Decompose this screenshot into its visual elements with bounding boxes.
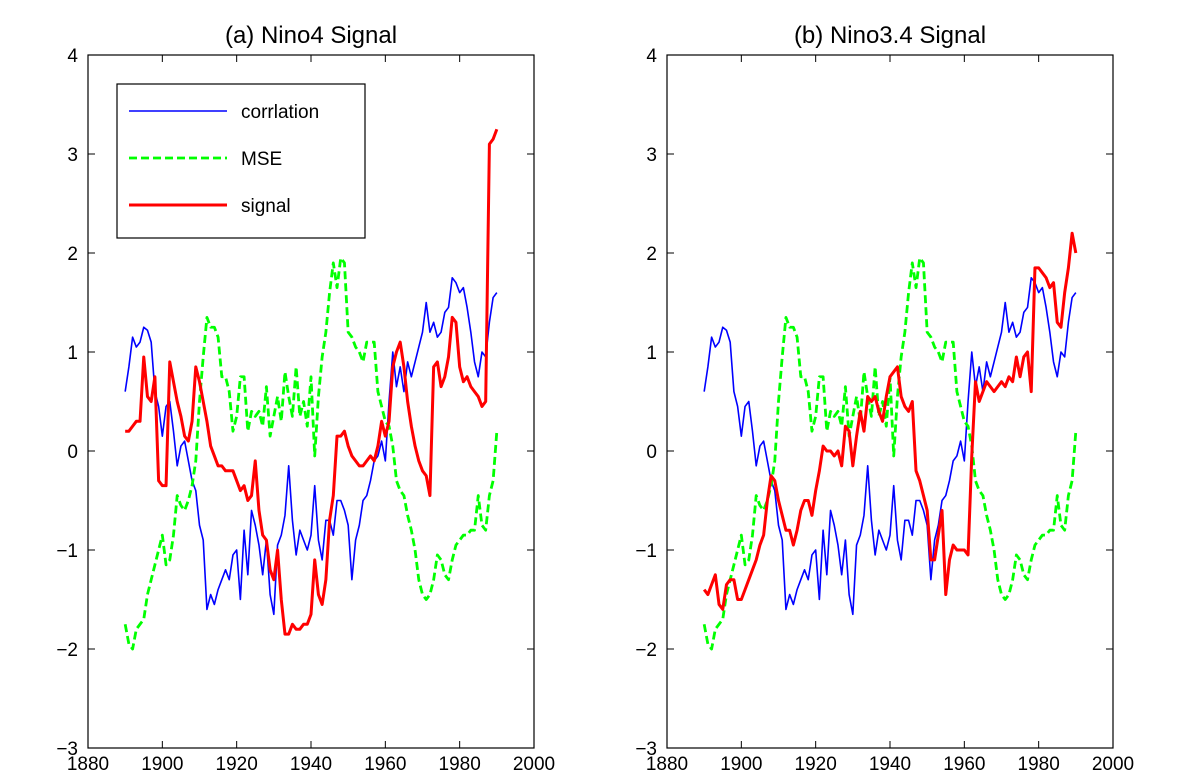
- x-tick-label: 1940: [869, 754, 911, 775]
- series-line-corrlation: [124, 276, 498, 616]
- y-tick-label: 2: [646, 244, 657, 265]
- x-tick-label: 2000: [1092, 754, 1134, 775]
- series-line-corrlation: [703, 276, 1077, 616]
- y-tick-label: 0: [67, 442, 78, 463]
- x-tick-label: 1960: [364, 754, 406, 775]
- y-tick-label: 1: [646, 343, 657, 364]
- legend-label: corrlation: [241, 102, 319, 123]
- plot-area: 1880 1900 1920 1940 1960 1980 2000 −3 −2 −1 0 1 2 3 4 c…: [56, 46, 555, 775]
- y-tick-label: 0: [646, 442, 657, 463]
- x-tick-label: 1900: [720, 754, 762, 775]
- y-tick-label: 1: [67, 343, 78, 364]
- x-tick-label: 1880: [67, 754, 109, 775]
- y-tick-label: 3: [646, 145, 657, 166]
- series-line-mse: [702, 256, 1078, 651]
- y-tick-label: 4: [646, 46, 657, 67]
- y-tick-label: −3: [635, 739, 657, 760]
- x-tick-label: 1980: [1018, 754, 1060, 775]
- x-tick-label: 1880: [646, 754, 688, 775]
- legend-box: [116, 83, 366, 239]
- chart-title: (b) Nino3.4 Signal: [794, 22, 986, 49]
- series-group: [702, 231, 1078, 651]
- panel-nino4: (a) Nino4 Signal 1880 1900 1920 1940 1960 198…: [56, 22, 555, 775]
- x-tick-label: 2000: [513, 754, 555, 775]
- series-line-signal: [702, 231, 1078, 611]
- x-tick-label: 1920: [216, 754, 258, 775]
- y-tick-label: −3: [56, 739, 78, 760]
- series-line-mse: [123, 256, 499, 651]
- x-tick-label: 1940: [290, 754, 332, 775]
- series-group: [123, 128, 499, 651]
- series-line-signal: [125, 128, 499, 636]
- legend-label: MSE: [241, 149, 282, 170]
- y-tick-label: −1: [56, 541, 78, 562]
- chart-title: (a) Nino4 Signal: [225, 22, 397, 49]
- x-tick-label: 1920: [795, 754, 837, 775]
- y-tick-label: −2: [56, 640, 78, 661]
- x-tick-label: 1960: [943, 754, 985, 775]
- panel-nino34: (b) Nino3.4 Signal 1880 1900 1920 1940 1960 1…: [635, 22, 1134, 775]
- y-tick-label: 2: [67, 244, 78, 265]
- x-tick-label: 1980: [439, 754, 481, 775]
- y-tick-label: −2: [635, 640, 657, 661]
- y-tick-label: −1: [635, 541, 657, 562]
- y-tick-label: 4: [67, 46, 78, 67]
- y-tick-label: 3: [67, 145, 78, 166]
- legend-label: signal: [241, 196, 291, 217]
- x-tick-label: 1900: [141, 754, 183, 775]
- legend: corrlation MSE signal: [116, 83, 366, 239]
- plot-area: 1880 1900 1920 1940 1960 1980 2000 −3 −2 −1 0 1 2 3 4: [635, 46, 1134, 775]
